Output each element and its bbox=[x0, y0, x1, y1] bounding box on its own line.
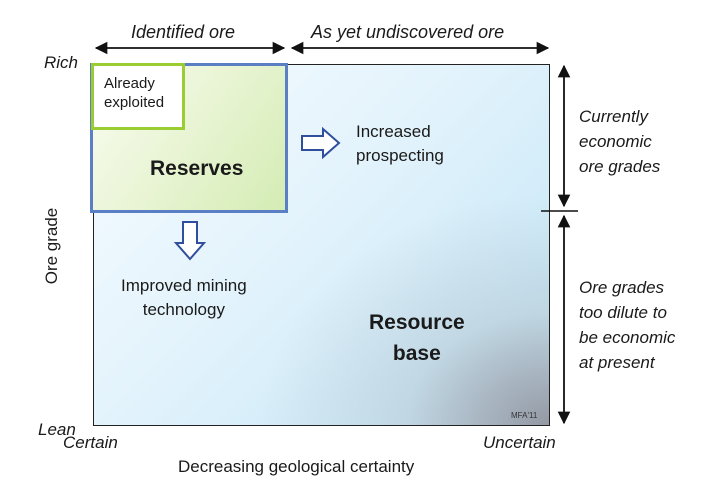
prospecting-label: Increased prospecting bbox=[356, 120, 444, 168]
identified-ore-label: Identified ore bbox=[131, 22, 236, 42]
reserves-label: Reserves bbox=[150, 157, 244, 180]
already-exploited-region bbox=[91, 63, 185, 130]
prospecting-line2: prospecting bbox=[356, 146, 444, 165]
mining-line2: technology bbox=[142, 300, 225, 319]
certain-label: Certain bbox=[63, 433, 118, 452]
economic-line2: economic bbox=[579, 132, 652, 151]
resource-base-label: Resource base bbox=[369, 307, 465, 369]
dilute-line3: be economic bbox=[579, 328, 676, 347]
ore-grade-axis-title: Ore grade bbox=[42, 207, 61, 285]
mining-label: Improved mining technology bbox=[121, 274, 247, 322]
lean-label: Lean bbox=[38, 420, 76, 439]
mining-arrow-icon bbox=[173, 221, 207, 261]
economic-grades-label: Currently economic ore grades bbox=[579, 104, 660, 179]
credit-label: MFA'11 bbox=[511, 411, 538, 420]
prospecting-line1: Increased bbox=[356, 122, 431, 141]
uncertain-label: Uncertain bbox=[483, 433, 556, 452]
resource-base-line1: Resource bbox=[369, 311, 465, 334]
economic-line3: ore grades bbox=[579, 157, 661, 176]
dilute-line1: Ore grades bbox=[579, 278, 665, 297]
already-exploited-line2: exploited bbox=[104, 94, 165, 111]
resource-base-line2: base bbox=[392, 342, 441, 365]
rich-label: Rich bbox=[44, 53, 79, 72]
dilute-grades-label: Ore grades too dilute to be economic at … bbox=[579, 275, 675, 375]
undiscovered-ore-label: As yet undiscovered ore bbox=[311, 22, 505, 42]
mining-line1: Improved mining bbox=[121, 276, 247, 295]
dilute-line4: at present bbox=[579, 353, 655, 372]
dilute-line2: too dilute to bbox=[579, 303, 667, 322]
already-exploited-line1: Already bbox=[104, 75, 155, 92]
economic-line1: Currently bbox=[579, 107, 648, 126]
x-axis-title: Decreasing geological certainty bbox=[178, 457, 415, 476]
already-exploited-label: Already exploited bbox=[104, 74, 164, 112]
prospecting-arrow-icon bbox=[301, 126, 341, 160]
